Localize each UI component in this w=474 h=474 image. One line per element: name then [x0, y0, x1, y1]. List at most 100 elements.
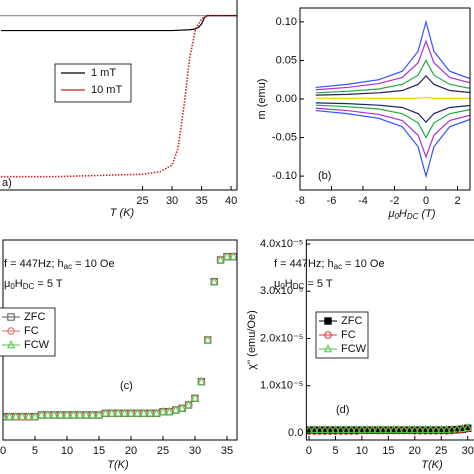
y-tick-label: -0.05 [272, 131, 297, 143]
annotation-part: = 5 T [304, 278, 333, 290]
marker [190, 393, 199, 402]
marker [394, 424, 403, 433]
annotation-part: μ [4, 278, 10, 290]
x-axis-label-part: 0 [394, 212, 399, 221]
x-tick-label: 5 [332, 445, 338, 457]
x-tick-label: 10 [356, 445, 368, 457]
marker [458, 423, 467, 432]
marker [315, 424, 324, 433]
plot-area [306, 422, 472, 435]
legend-label: FC [341, 329, 356, 341]
marker [69, 410, 78, 419]
annotation-part: = 5 T [34, 278, 63, 290]
legend-marker [7, 327, 15, 335]
axes-frame [305, 239, 474, 441]
marker [373, 424, 382, 433]
marker [11, 411, 20, 420]
panel-label: (d) [336, 404, 349, 416]
marker [24, 411, 33, 420]
x-tick-label: -2 [390, 195, 400, 207]
legend-marker [6, 340, 16, 349]
marker [197, 376, 206, 385]
annotation: μ0HDC = 5 T [274, 278, 333, 291]
marker [43, 410, 52, 419]
marker [363, 424, 372, 433]
y-tick-label: 3.0x10⁻⁵ [260, 285, 303, 297]
annotation-part: = 10 Oe [342, 258, 385, 270]
marker [326, 424, 335, 433]
x-tick-label: -6 [327, 195, 337, 207]
marker [178, 403, 187, 412]
marker [216, 255, 225, 264]
marker [357, 424, 366, 433]
marker [146, 408, 155, 417]
marker [5, 411, 14, 420]
x-tick-label: -8 [295, 195, 305, 207]
series-line [315, 109, 470, 179]
series-line [315, 19, 470, 89]
marker [347, 424, 356, 433]
y-tick-label: 2.0x10⁻⁵ [260, 332, 303, 344]
marker [384, 424, 393, 433]
series-line [315, 107, 470, 159]
marker [82, 410, 91, 419]
x-axis-label-part: DC [407, 212, 419, 221]
x-tick-label: 30 [189, 445, 201, 457]
annotation: f = 447Hz; hac = 10 Oe [274, 258, 385, 271]
axes-frame [0, 0, 238, 191]
x-tick-label: 0 [0, 445, 6, 457]
legend-label: ZFC [341, 315, 362, 327]
annotation-part: H [15, 278, 23, 290]
x-tick-label: 30 [462, 445, 474, 457]
annotation-part: μ [274, 278, 280, 290]
x-axis-label: μ0HDC (T) [387, 208, 435, 221]
x-tick-label: 5 [32, 445, 38, 457]
x-tick-label: 35 [221, 445, 233, 457]
marker [165, 406, 174, 415]
x-tick-label: 20 [125, 445, 137, 457]
marker [171, 405, 180, 414]
annotation-part: H [285, 278, 293, 290]
marker [463, 422, 472, 432]
panel-label: (c) [120, 380, 133, 392]
annotation-part: = 10 Oe [72, 258, 115, 270]
y-tick-label: 1.0x10⁻⁵ [260, 380, 303, 392]
x-axis-label-part: (T) [418, 208, 435, 220]
series-line [315, 102, 470, 124]
annotation: f = 447Hz; hac = 10 Oe [4, 258, 115, 271]
legend-marker [7, 313, 15, 321]
legend-marker [324, 317, 332, 325]
marker [114, 408, 123, 417]
x-tick-label: 15 [382, 445, 394, 457]
panel-label: a) [2, 177, 12, 189]
series-line [315, 104, 470, 139]
x-tick-label: 30 [166, 195, 178, 207]
series-line [0, 14, 237, 178]
annotation-part: 0 [10, 282, 15, 291]
marker [426, 424, 435, 433]
plot-area [315, 19, 470, 179]
marker [389, 424, 398, 433]
x-tick-label: 25 [136, 195, 148, 207]
marker [88, 410, 97, 419]
x-tick-label: 15 [93, 445, 105, 457]
legend-label: 1 mT [91, 67, 116, 79]
marker [352, 424, 361, 433]
marker [139, 408, 148, 417]
marker [405, 424, 414, 433]
marker [447, 424, 456, 433]
x-tick-label: 0 [423, 195, 429, 207]
series-line [315, 59, 470, 94]
annotation: μ0HDC = 5 T [4, 278, 63, 291]
marker [3, 411, 8, 420]
marker [222, 251, 231, 260]
marker [379, 424, 388, 433]
marker [120, 408, 129, 417]
annotation-part: f = 447Hz; h [4, 258, 64, 270]
x-tick-label: -4 [358, 195, 368, 207]
annotation-part: DC [293, 282, 305, 291]
marker [133, 408, 142, 417]
marker [416, 424, 425, 433]
marker [442, 424, 451, 433]
